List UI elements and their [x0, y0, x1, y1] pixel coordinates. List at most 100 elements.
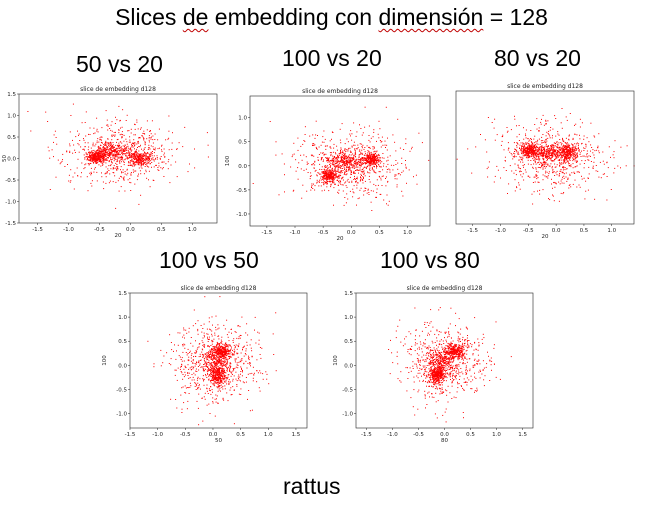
scatter-point: [119, 134, 121, 136]
scatter-point: [66, 151, 68, 153]
scatter-point: [570, 152, 572, 154]
scatter-point: [340, 151, 341, 153]
chart-50-vs-20: slice de embedding d128-1.5 -1.0 -0.5 0.0 0.…: [2, 86, 218, 237]
scatter-point: [357, 147, 359, 149]
scatter-point: [554, 154, 556, 156]
scatter-point: [162, 362, 164, 364]
scatter-point: [599, 161, 601, 163]
scatter-point: [379, 171, 381, 173]
scatter-point: [561, 154, 563, 156]
scatter-point: [367, 189, 369, 191]
scatter-point: [140, 166, 142, 168]
scatter-point: [553, 200, 555, 202]
scatter-point: [122, 150, 124, 152]
scatter-point: [534, 145, 535, 147]
scatter-point: [132, 155, 134, 157]
scatter-point: [142, 132, 144, 134]
scatter-point: [547, 153, 549, 155]
scatter-point: [562, 169, 564, 171]
scatter-point: [95, 157, 97, 159]
scatter-point: [584, 148, 586, 149]
scatter-point: [119, 149, 121, 151]
scatter-point: [336, 179, 338, 181]
scatter-point: [114, 155, 116, 157]
scatter-point: [571, 149, 573, 150]
scatter-point: [83, 138, 84, 140]
scatter-point: [559, 155, 560, 157]
scatter-point: [543, 155, 545, 156]
scatter-point: [96, 157, 98, 159]
scatter-point: [119, 154, 121, 156]
x-tick-label: 0.0: [347, 230, 356, 236]
scatter-point: [316, 148, 317, 149]
scatter-point: [571, 152, 573, 154]
scatter-point: [184, 126, 186, 128]
scatter-point: [220, 339, 222, 341]
scatter-point: [568, 138, 570, 140]
scatter-point: [326, 170, 328, 172]
scatter-point: [523, 146, 525, 147]
scatter-point: [532, 145, 534, 147]
scatter-point: [367, 159, 369, 161]
scatter-point: [95, 150, 97, 152]
scatter-point: [206, 352, 208, 354]
scatter-point: [328, 176, 330, 178]
scatter-point: [108, 165, 110, 167]
scatter-point: [353, 158, 355, 160]
scatter-point: [577, 146, 579, 148]
scatter-point: [371, 168, 373, 169]
scatter-point: [89, 152, 91, 154]
scatter-point: [144, 162, 146, 164]
scatter-point: [547, 148, 549, 150]
scatter-point: [552, 160, 554, 162]
scatter-point: [574, 155, 576, 157]
scatter-point: [94, 161, 96, 162]
scatter-point: [340, 160, 341, 162]
scatter-point: [354, 175, 355, 177]
scatter-point: [539, 146, 541, 148]
scatter-point: [89, 172, 91, 174]
scatter-point: [162, 167, 164, 169]
scatter-point: [373, 154, 375, 156]
scatter-point: [157, 169, 159, 171]
scatter-point: [383, 199, 385, 201]
scatter-point: [371, 159, 373, 161]
scatter-point: [358, 172, 359, 174]
scatter-point: [202, 355, 204, 357]
scatter-point: [326, 176, 328, 178]
scatter-point: [581, 175, 582, 177]
scatter-point: [243, 346, 245, 348]
scatter-point: [90, 157, 92, 159]
scatter-point: [91, 173, 92, 174]
scatter-point: [161, 149, 162, 151]
scatter-point: [134, 155, 136, 157]
scatter-point: [543, 158, 545, 160]
scatter-point: [102, 157, 104, 159]
scatter-point: [550, 152, 552, 154]
scatter-point: [585, 144, 587, 146]
scatter-point: [135, 154, 137, 155]
scatter-point: [341, 154, 343, 156]
scatter-point: [610, 189, 612, 190]
scatter-point: [350, 174, 352, 175]
scatter-point: [225, 344, 227, 346]
scatter-point: [105, 149, 107, 151]
scatter-point: [352, 153, 354, 155]
scatter-point: [567, 151, 569, 153]
scatter-point: [576, 134, 578, 136]
scatter-point: [572, 150, 574, 152]
scatter-point: [240, 373, 241, 375]
scatter-point: [538, 127, 540, 129]
scatter-point: [321, 158, 323, 160]
scatter-point: [531, 146, 532, 148]
scatter-point: [373, 163, 375, 165]
scatter-point: [155, 164, 157, 166]
scatter-point: [545, 153, 547, 155]
scatter-point: [343, 160, 345, 162]
scatter-point: [345, 164, 347, 166]
scatter-point: [375, 172, 377, 174]
scatter-point: [98, 153, 100, 155]
scatter-point: [104, 158, 106, 160]
scatter-point: [177, 367, 179, 369]
scatter-point: [363, 174, 365, 175]
